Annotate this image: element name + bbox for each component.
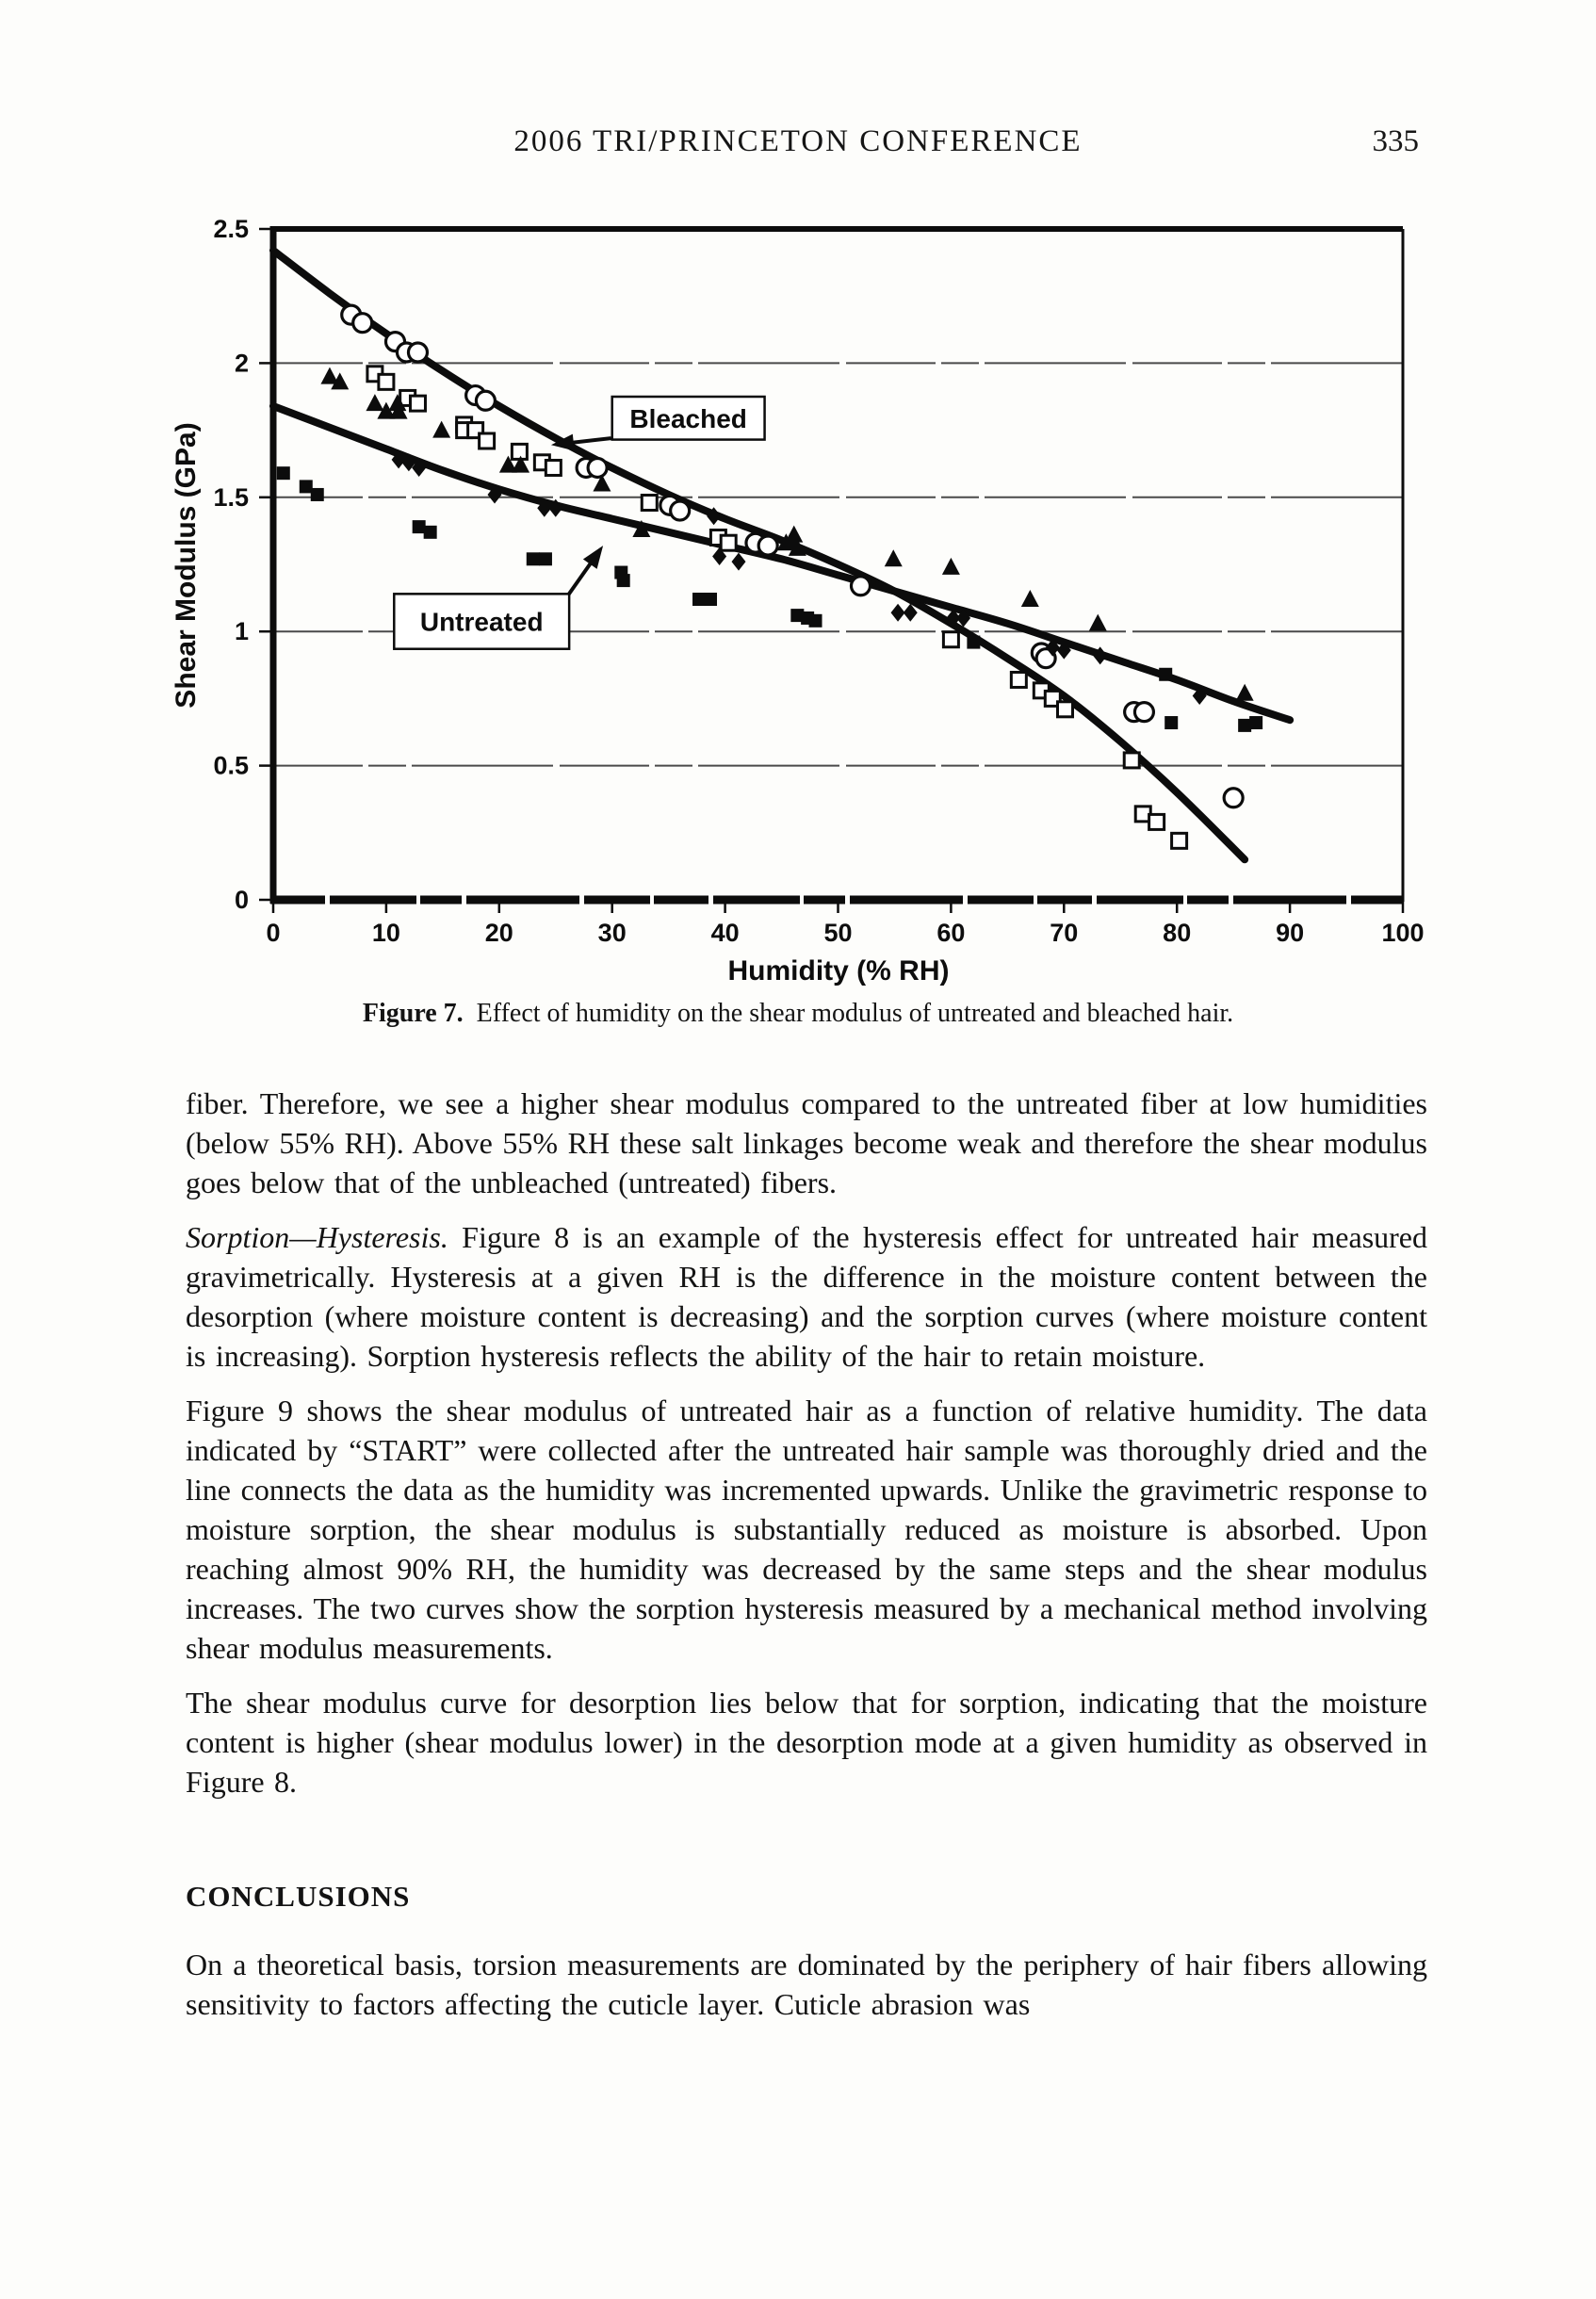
svg-text:0.5: 0.5 (213, 752, 249, 780)
svg-text:Humidity (% RH): Humidity (% RH) (728, 955, 950, 986)
svg-text:80: 80 (1163, 919, 1191, 947)
series-triangle-filled (320, 367, 1254, 701)
paragraph-3: Figure 9 shows the shear modulus of untr… (186, 1394, 1427, 1665)
svg-text:40: 40 (711, 919, 740, 947)
figure7-chart-area: Bleached Untreated 0 10 20 30 40 50 60 70 80 90 100… (0, 0, 1596, 1036)
series-square-filled (276, 466, 1263, 732)
svg-text:2: 2 (235, 349, 249, 377)
series-square-open (366, 365, 1189, 850)
svg-text:30: 30 (598, 919, 627, 947)
chart-fit-curves (269, 246, 1295, 864)
paragraph-1: fiber. Therefore, we see a higher shear … (186, 1086, 1427, 1199)
svg-text:90: 90 (1276, 919, 1304, 947)
conclusions-heading: CONCLUSIONS (186, 1880, 411, 1913)
svg-text:70: 70 (1050, 919, 1078, 947)
chart-axis-labels: 0 10 20 30 40 50 60 70 80 90 100 0 0.5 1 1.5 2 2.5 Humidi… (171, 215, 1425, 986)
figure-caption: Figure 7. Effect of humidity on the shear… (0, 999, 1596, 1029)
page-number: 335 (1372, 124, 1420, 158)
svg-text:50: 50 (823, 919, 852, 947)
svg-text:10: 10 (372, 919, 400, 947)
chart-annotations: Bleached Untreated (393, 395, 766, 650)
paragraph-2: Sorption—Hysteresis. Figure 8 is an exam… (186, 1217, 1427, 1376)
svg-text:0: 0 (235, 886, 249, 914)
svg-text:Untreated: Untreated (420, 608, 544, 637)
svg-text:2.5: 2.5 (213, 215, 249, 243)
paragraph-2-italic-lead: Sorption—Hysteresis. (186, 1220, 448, 1254)
series-diamond-filled (391, 450, 1207, 706)
svg-text:Bleached: Bleached (629, 404, 747, 433)
series-circle-open (340, 303, 1245, 809)
chart-gridlines (273, 362, 1403, 767)
svg-text:1.5: 1.5 (213, 483, 249, 512)
svg-text:Shear Modulus (GPa): Shear Modulus (GPa) (171, 422, 202, 708)
running-head: 2006 TRI/PRINCETON CONFERENCE (513, 124, 1083, 158)
figure-caption-text: Effect of humidity on the shear modulus … (476, 999, 1234, 1028)
paragraph-2-rest: Figure 8 is an example of the hysteresis… (186, 1220, 1427, 1373)
body-text: fiber. Therefore, we see a higher shear … (186, 1084, 1427, 2039)
paragraph-4: The shear modulus curve for desorption l… (186, 1686, 1427, 1799)
figure-caption-label: Figure 7. (362, 999, 464, 1028)
svg-text:0: 0 (266, 919, 280, 947)
paragraph-5: On a theoretical basis, torsion measurem… (186, 1948, 1427, 2021)
chart-data-points (276, 303, 1263, 850)
svg-text:20: 20 (485, 919, 513, 947)
svg-text:60: 60 (936, 919, 965, 947)
svg-text:1: 1 (235, 617, 249, 645)
chart-frame (259, 226, 1405, 913)
svg-text:100: 100 (1381, 919, 1424, 947)
